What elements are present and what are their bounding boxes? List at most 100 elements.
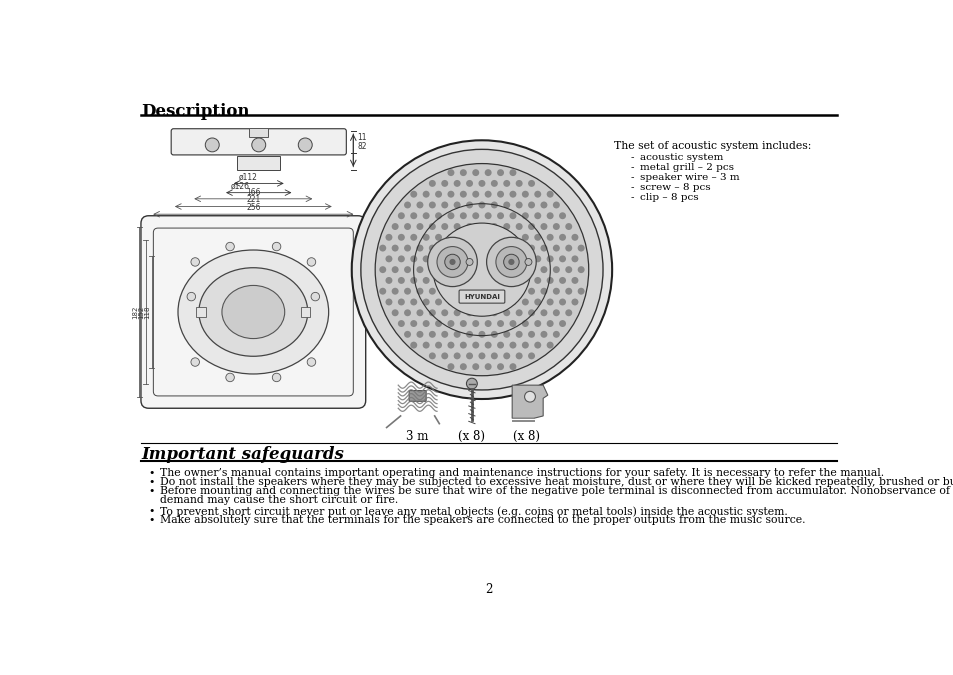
Circle shape xyxy=(435,234,441,241)
Circle shape xyxy=(397,234,404,241)
Circle shape xyxy=(472,255,478,263)
Circle shape xyxy=(352,140,612,399)
Circle shape xyxy=(459,169,466,176)
Circle shape xyxy=(546,212,553,219)
Circle shape xyxy=(416,288,423,295)
Circle shape xyxy=(191,258,199,266)
Circle shape xyxy=(466,309,473,316)
Circle shape xyxy=(397,298,404,306)
Circle shape xyxy=(558,234,565,241)
Circle shape xyxy=(484,298,491,306)
Circle shape xyxy=(509,363,516,370)
Circle shape xyxy=(516,266,522,273)
Circle shape xyxy=(435,342,441,348)
Circle shape xyxy=(528,309,535,316)
Text: (x 8): (x 8) xyxy=(512,430,539,443)
Polygon shape xyxy=(512,385,547,418)
Text: screw – 8 pcs: screw – 8 pcs xyxy=(639,184,710,192)
Circle shape xyxy=(435,298,441,306)
Text: 3 m: 3 m xyxy=(406,430,428,443)
Circle shape xyxy=(484,212,491,219)
Text: Important safeguards: Important safeguards xyxy=(141,446,343,463)
Circle shape xyxy=(571,234,578,241)
Circle shape xyxy=(509,342,516,348)
Circle shape xyxy=(497,255,503,263)
Bar xyxy=(236,156,280,169)
Ellipse shape xyxy=(199,268,308,356)
Circle shape xyxy=(516,309,522,316)
Circle shape xyxy=(226,242,234,251)
Circle shape xyxy=(454,288,460,295)
Circle shape xyxy=(528,331,535,338)
Circle shape xyxy=(497,191,503,198)
Circle shape xyxy=(392,244,398,252)
Circle shape xyxy=(404,288,411,295)
Ellipse shape xyxy=(178,250,329,374)
Circle shape xyxy=(459,234,466,241)
Circle shape xyxy=(534,342,540,348)
Circle shape xyxy=(447,298,454,306)
Circle shape xyxy=(491,266,497,273)
Circle shape xyxy=(509,234,516,241)
Circle shape xyxy=(558,212,565,219)
Text: •: • xyxy=(149,506,155,516)
Circle shape xyxy=(540,202,547,209)
Circle shape xyxy=(441,309,448,316)
Circle shape xyxy=(472,234,478,241)
Circle shape xyxy=(546,191,553,198)
Circle shape xyxy=(578,266,584,273)
Circle shape xyxy=(478,202,485,209)
Circle shape xyxy=(449,259,456,265)
Circle shape xyxy=(497,298,503,306)
Circle shape xyxy=(578,288,584,295)
Circle shape xyxy=(447,234,454,241)
Circle shape xyxy=(546,234,553,241)
Circle shape xyxy=(379,266,386,273)
Text: demand may cause the short circuit or fire.: demand may cause the short circuit or fi… xyxy=(159,495,397,506)
Circle shape xyxy=(441,180,448,187)
Circle shape xyxy=(478,288,485,295)
Circle shape xyxy=(478,352,485,359)
Circle shape xyxy=(540,309,547,316)
Circle shape xyxy=(459,363,466,370)
Circle shape xyxy=(272,373,280,381)
Circle shape xyxy=(379,244,386,252)
Circle shape xyxy=(503,202,510,209)
Text: •: • xyxy=(149,486,155,496)
Text: Description: Description xyxy=(141,103,249,119)
Text: Do not install the speakers where they may be subjected to excessive heat moistu: Do not install the speakers where they m… xyxy=(159,477,953,487)
Circle shape xyxy=(553,309,559,316)
Circle shape xyxy=(459,320,466,327)
Circle shape xyxy=(454,266,460,273)
Circle shape xyxy=(521,191,528,198)
Circle shape xyxy=(416,309,423,316)
Circle shape xyxy=(516,180,522,187)
Text: 2: 2 xyxy=(485,583,492,596)
Circle shape xyxy=(553,288,559,295)
Circle shape xyxy=(509,169,516,176)
Circle shape xyxy=(441,352,448,359)
Circle shape xyxy=(441,331,448,338)
Circle shape xyxy=(422,191,429,198)
Circle shape xyxy=(429,288,436,295)
Circle shape xyxy=(441,266,448,273)
Circle shape xyxy=(565,309,572,316)
Circle shape xyxy=(497,363,503,370)
Circle shape xyxy=(385,234,392,241)
Circle shape xyxy=(509,212,516,219)
Circle shape xyxy=(571,277,578,284)
Circle shape xyxy=(521,320,528,327)
Circle shape xyxy=(441,223,448,230)
Text: 221: 221 xyxy=(246,195,260,205)
Circle shape xyxy=(521,277,528,284)
Circle shape xyxy=(205,138,219,152)
Circle shape xyxy=(441,244,448,252)
Circle shape xyxy=(484,255,491,263)
Circle shape xyxy=(187,292,195,301)
Circle shape xyxy=(410,320,416,327)
Circle shape xyxy=(466,180,473,187)
Text: -: - xyxy=(630,184,634,192)
Circle shape xyxy=(540,244,547,252)
Circle shape xyxy=(516,202,522,209)
Circle shape xyxy=(503,223,510,230)
